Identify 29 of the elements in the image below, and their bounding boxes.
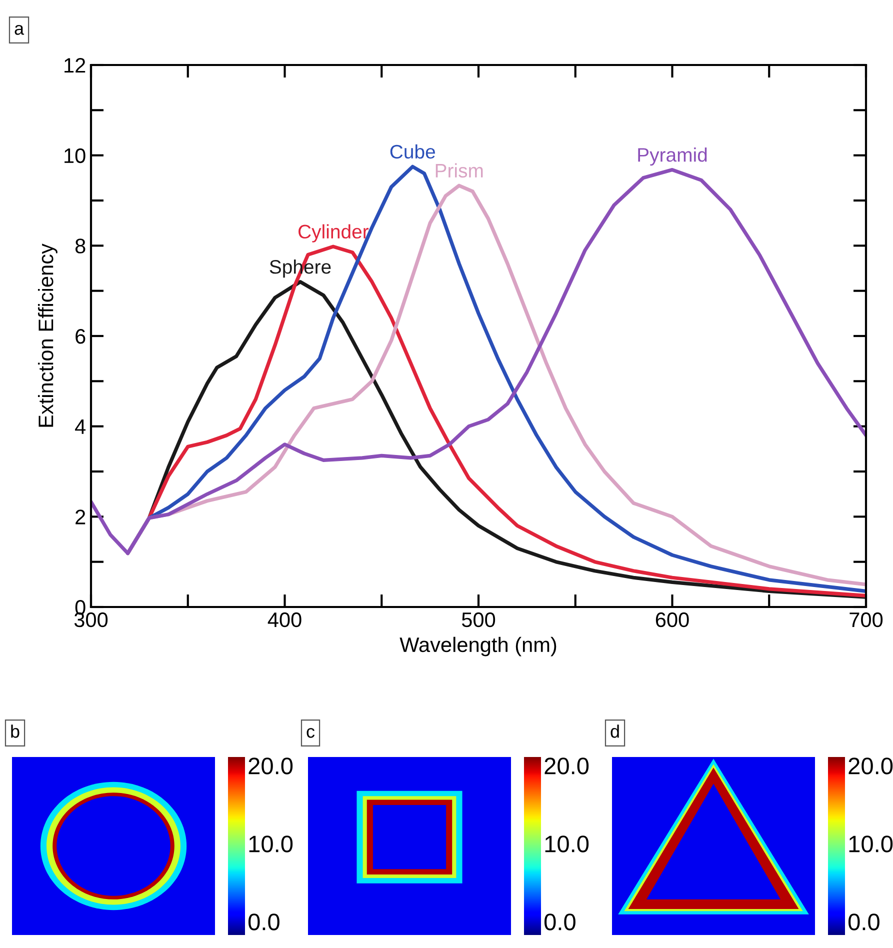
text: b [11, 724, 20, 738]
y-tick-label: 8 [75, 238, 86, 254]
y-tick-label: 4 [75, 420, 86, 434]
series-label: Cube [390, 144, 436, 159]
text: 0.0 [248, 914, 280, 930]
text: d [610, 724, 619, 738]
y-tick-label: 12 [64, 58, 86, 73]
series-label: Cylinder [298, 224, 369, 242]
text: 20.0 [248, 758, 293, 774]
text: c [306, 728, 315, 738]
x-tick-label: 700 [850, 612, 883, 628]
y-tick-label: 2 [76, 510, 86, 524]
series-label: Pyramid [638, 147, 707, 166]
y-axis-title: Extinction Efficiency [38, 244, 58, 427]
text: 0.0 [848, 914, 880, 930]
series-label: Prism [436, 163, 483, 178]
y-tick-label: 6 [76, 329, 86, 344]
x-tick-label: 400 [268, 612, 302, 628]
x-tick-label: 600 [656, 612, 689, 628]
text: 10.0 [545, 836, 589, 852]
y-tick-label: 10 [64, 148, 86, 164]
x-axis-title: Wavelength (nm) [400, 636, 556, 656]
text: 10.0 [849, 836, 893, 852]
text: 20.0 [848, 758, 893, 774]
x-tick-label: 500 [462, 612, 496, 628]
text: 10.0 [249, 836, 293, 852]
chart-title: a [14, 24, 24, 35]
text: 20.0 [544, 758, 589, 774]
text: 0.0 [544, 914, 576, 930]
